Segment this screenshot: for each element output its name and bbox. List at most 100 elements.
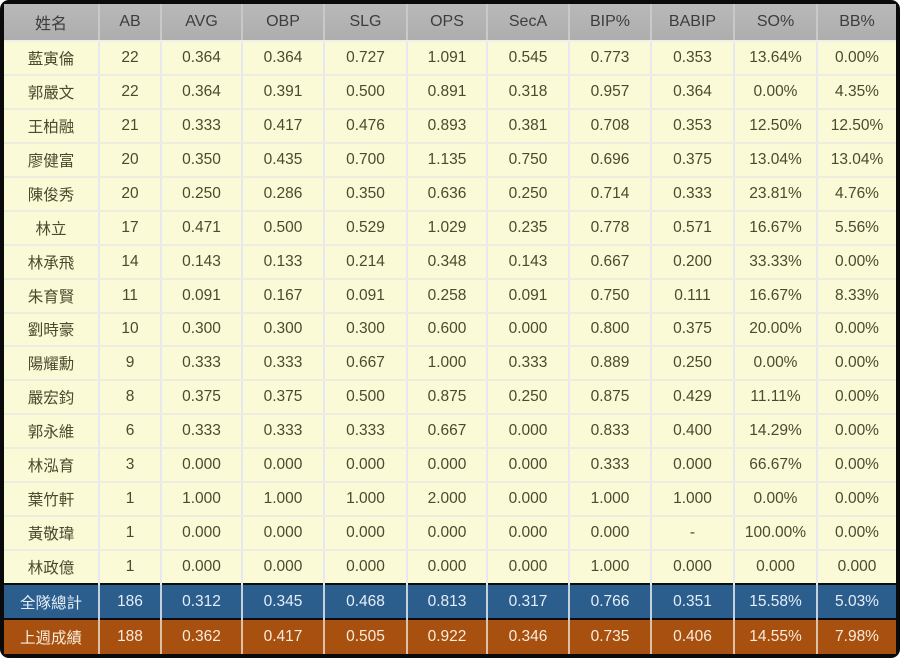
stat-cell: 0.235 — [487, 210, 570, 246]
stat-cell: 23.81% — [734, 176, 818, 212]
summary-stat-cell: 0.735 — [569, 618, 652, 654]
stat-cell: 4.76% — [817, 176, 896, 212]
stat-cell: 0.214 — [324, 244, 408, 280]
stat-cell: 8 — [99, 380, 162, 416]
stat-cell: 8.33% — [817, 278, 896, 314]
stat-cell: 0.000 — [487, 312, 570, 348]
stat-cell: 1.135 — [407, 142, 488, 178]
table-row: 嚴宏鈞 8 0.375 0.375 0.500 0.875 0.250 0.875 0.429 1… — [4, 380, 896, 416]
stat-cell: 0.667 — [569, 244, 652, 280]
stat-cell: 4.35% — [817, 74, 896, 110]
table-row: 陽耀勳 9 0.333 0.333 0.667 1.000 0.333 0.889 0.250 0… — [4, 346, 896, 382]
header-cell-stat: OPS — [407, 4, 488, 42]
stat-cell: 0.333 — [161, 346, 243, 382]
stat-cell: 17 — [99, 210, 162, 246]
stat-cell: 0.364 — [161, 41, 243, 76]
stat-cell: 11.11% — [734, 380, 818, 416]
table-row: 王柏融 21 0.333 0.417 0.476 0.893 0.381 0.708 0.353… — [4, 108, 896, 144]
stat-cell: 0.000 — [324, 550, 408, 584]
stat-cell: 0.00% — [817, 516, 896, 552]
stat-cell: 1.000 — [651, 482, 735, 518]
table-row: 林政億 1 0.000 0.000 0.000 0.000 0.000 1.000 0.000 0… — [4, 550, 896, 584]
stat-cell: 0.375 — [651, 142, 735, 178]
stat-cell: 12.50% — [817, 108, 896, 144]
summary-stat-cell: 188 — [99, 618, 162, 654]
stat-cell: 0.000 — [324, 516, 408, 552]
stat-cell: 0.300 — [324, 312, 408, 348]
player-name-cell: 朱育賢 — [4, 278, 100, 314]
stat-cell: 0.000 — [487, 550, 570, 584]
summary-stat-cell: 186 — [99, 583, 162, 619]
stat-cell: 0.300 — [161, 312, 243, 348]
stat-cell: 0.476 — [324, 108, 408, 144]
table-row: 林泓育 3 0.000 0.000 0.000 0.000 0.000 0.333 0.000 6… — [4, 448, 896, 484]
stat-cell: 0.800 — [569, 312, 652, 348]
header-cell-stat: SecA — [487, 4, 570, 42]
stat-cell: 0.250 — [487, 380, 570, 416]
stat-cell: 66.67% — [734, 448, 818, 484]
stat-cell: 3 — [99, 448, 162, 484]
player-name-cell: 林立 — [4, 210, 100, 246]
stat-cell: 0.111 — [651, 278, 735, 314]
stat-cell: 0.000 — [407, 448, 488, 484]
stat-cell: 0.875 — [407, 380, 488, 416]
stat-cell: 14.29% — [734, 414, 818, 450]
stat-cell: 0.00% — [817, 380, 896, 416]
header-cell-name: 姓名 — [4, 4, 100, 42]
stat-cell: 6 — [99, 414, 162, 450]
player-name-cell: 藍寅倫 — [4, 41, 100, 76]
table-row: 廖健富 20 0.350 0.435 0.700 1.135 0.750 0.696 0.375… — [4, 142, 896, 178]
stat-cell: 0.957 — [569, 74, 652, 110]
stat-cell: 0.00% — [817, 312, 896, 348]
stat-cell: 0.000 — [242, 550, 325, 584]
stat-cell: 14 — [99, 244, 162, 280]
stat-cell: 0.000 — [569, 516, 652, 552]
player-name-cell: 郭永維 — [4, 414, 100, 450]
stat-cell: 1.000 — [242, 482, 325, 518]
player-name-cell: 廖健富 — [4, 142, 100, 178]
header-cell-stat: AVG — [161, 4, 243, 42]
stat-cell: 1 — [99, 550, 162, 584]
stat-cell: 0.875 — [569, 380, 652, 416]
stat-cell: 0.364 — [161, 74, 243, 110]
table-row: 朱育賢 11 0.091 0.167 0.091 0.258 0.091 0.750 0.111… — [4, 278, 896, 314]
stat-cell: 22 — [99, 74, 162, 110]
table-body: 藍寅倫 22 0.364 0.364 0.727 1.091 0.545 0.773 0.353… — [4, 41, 896, 584]
stat-cell: 0.000 — [487, 448, 570, 484]
stat-cell: 20 — [99, 142, 162, 178]
stat-cell: 0.429 — [651, 380, 735, 416]
stat-cell: 0.000 — [487, 414, 570, 450]
stat-cell: 0.000 — [817, 550, 896, 584]
stat-cell: 13.64% — [734, 41, 818, 76]
stat-cell: 0.000 — [487, 516, 570, 552]
stat-cell: 0.364 — [242, 41, 325, 76]
summary-stat-cell: 0.406 — [651, 618, 735, 654]
summary-stat-cell: 0.813 — [407, 583, 488, 619]
stat-cell: 0.000 — [651, 550, 735, 584]
stat-cell: 0.000 — [487, 482, 570, 518]
stat-cell: 0.750 — [487, 142, 570, 178]
table-row: 郭永維 6 0.333 0.333 0.333 0.667 0.000 0.833 0.400 1… — [4, 414, 896, 450]
stat-cell: 0.00% — [817, 244, 896, 280]
stat-cell: 0.529 — [324, 210, 408, 246]
stat-cell: 1.029 — [407, 210, 488, 246]
player-name-cell: 陽耀勳 — [4, 346, 100, 382]
stat-cell: 0.333 — [161, 108, 243, 144]
stat-cell: 1.000 — [407, 346, 488, 382]
stat-cell: 0.773 — [569, 41, 652, 76]
stat-cell: 0.200 — [651, 244, 735, 280]
stat-cell: 2.000 — [407, 482, 488, 518]
summary-stat-cell: 0.312 — [161, 583, 243, 619]
stat-cell: 0.133 — [242, 244, 325, 280]
stat-cell: 0.364 — [651, 74, 735, 110]
player-name-cell: 郭嚴文 — [4, 74, 100, 110]
player-name-cell: 嚴宏鈞 — [4, 380, 100, 416]
stat-cell: 100.00% — [734, 516, 818, 552]
stat-cell: 0.708 — [569, 108, 652, 144]
stat-cell: 0.091 — [487, 278, 570, 314]
player-name-cell: 葉竹軒 — [4, 482, 100, 518]
summary-stat-cell: 0.345 — [242, 583, 325, 619]
stat-cell: 1.000 — [569, 550, 652, 584]
header-cell-stat: BB% — [817, 4, 896, 42]
